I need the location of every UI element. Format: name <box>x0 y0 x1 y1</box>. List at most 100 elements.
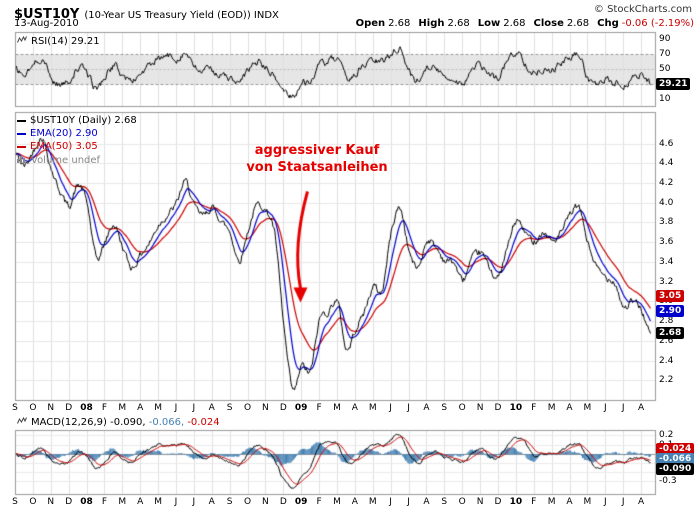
x-axis-label: N <box>262 497 269 507</box>
sparkline-icon <box>17 35 27 47</box>
x-axis-label: F <box>316 497 322 507</box>
last-value-badge: 2.90 <box>656 305 685 318</box>
x-axis-label: 10 <box>509 403 523 413</box>
quote-value: -0.06 (-2.19%) <box>621 18 694 29</box>
rsi-y-tick-label: 70 <box>659 49 671 60</box>
x-axis-label: D <box>279 497 287 507</box>
chart-subtitle: (10-Year US Treasury Yield (EOD)) INDX <box>84 10 279 21</box>
legend-item: EMA(20) 2.90 <box>17 128 137 140</box>
x-axis-label: N <box>47 403 55 413</box>
quote-row: Open 2.68 High 2.68 Low 2.68 Close 2.68 Chg -0.06… <box>348 18 694 29</box>
x-axis-label: A <box>137 497 144 507</box>
x-axis-label: F <box>101 497 108 507</box>
price-y-tick-label: 3.2 <box>659 276 674 287</box>
x-axis-label: M <box>154 403 162 413</box>
x-axis-label: J <box>621 403 625 413</box>
x-axis-label: D <box>279 403 287 413</box>
x-axis-label: O <box>243 497 252 507</box>
quote-label: Chg <box>597 18 619 29</box>
legend-item: $UST10Y (Daily) 2.68 <box>17 115 137 127</box>
x-axis-label: N <box>476 403 484 413</box>
price-y-tick-label: 4.6 <box>659 138 674 149</box>
x-axis-label: A <box>566 403 573 413</box>
x-axis-label: M <box>547 497 556 507</box>
x-axis-label: J <box>621 497 625 507</box>
x-axis-label: A <box>351 403 358 413</box>
x-axis-label: S <box>226 497 233 507</box>
sparkline-icon <box>17 416 27 428</box>
quote-value: 2.68 <box>566 18 590 29</box>
rsi-y-tick-label: 50 <box>659 64 671 74</box>
x-axis-label: J <box>407 403 410 413</box>
x-axis-label: N <box>476 497 484 507</box>
price-y-tick-label: 3.6 <box>659 237 674 248</box>
x-axis-label: M <box>333 497 341 507</box>
price-y-tick-label: 4.4 <box>659 158 674 169</box>
x-axis-label: J <box>389 403 392 413</box>
macd-label-part: -0.024 <box>187 416 220 428</box>
annotation-text: aggressiver Kauf von Staatsanleihen <box>226 142 408 176</box>
last-value-badge: 29.21 <box>656 78 691 91</box>
x-axis-label: J <box>174 497 178 507</box>
quote-label: Open <box>355 18 386 29</box>
annotation-line2: von Staatsanleihen <box>246 160 388 175</box>
x-axis-label: A <box>637 497 645 507</box>
macd-label-part: -0.090, <box>110 416 149 428</box>
x-axis-label: A <box>423 403 430 413</box>
price-y-tick-label: 3.8 <box>659 217 674 228</box>
x-axis-label: O <box>458 403 466 413</box>
quote-label: Low <box>477 18 501 29</box>
legend-item: EMA(50) 3.05 <box>17 141 137 153</box>
annotation-line1: aggressiver Kauf <box>254 143 380 158</box>
macd-y-tick-label: -0.3 <box>659 476 677 487</box>
x-axis-label: S <box>12 497 18 507</box>
macd-label-row: MACD(12,26,9) -0.090, -0.066, -0.024 <box>17 416 220 428</box>
x-axis-label: A <box>208 403 215 413</box>
x-axis-label: J <box>192 497 196 507</box>
main-legend: $UST10Y (Daily) 2.68 EMA(20) 2.90 EMA(50) … <box>17 115 137 167</box>
x-axis-label: 09 <box>294 497 308 507</box>
x-axis-label: M <box>583 497 592 507</box>
rsi-y-tick-label: 90 <box>659 34 671 45</box>
x-axis-label: M <box>368 497 377 507</box>
x-axis-label: A <box>566 497 573 507</box>
rsi-y-tick-label: 10 <box>659 93 671 104</box>
rsi-label: RSI(14) 29.21 <box>31 35 100 47</box>
x-axis-label: F <box>316 403 322 413</box>
x-axis-label: S <box>441 403 448 413</box>
price-y-tick-label: 2.4 <box>659 355 674 366</box>
x-axis-label: O <box>458 497 466 507</box>
symbol: $UST10Y <box>14 7 80 22</box>
macd-label: MACD(12,26,9) -0.090, -0.066, -0.024 <box>31 417 220 428</box>
rsi-label-row: RSI(14) 29.21 <box>17 35 100 47</box>
legend-label: EMA(20) 2.90 <box>30 128 98 139</box>
x-axis-label: 10 <box>509 497 523 507</box>
x-axis-label: M <box>333 403 341 413</box>
x-axis-label: J <box>407 497 410 507</box>
last-value-badge: -0.024 <box>656 442 695 455</box>
x-axis-label: S <box>226 403 233 413</box>
chart-date: 13-Aug-2010 <box>14 18 79 29</box>
chart-title-row: $UST10Y (10-Year US Treasury Yield (EOD))… <box>14 3 279 22</box>
x-axis-label: A <box>137 403 144 413</box>
x-axis-label: F <box>531 497 537 507</box>
price-y-tick-label: 4.2 <box>659 178 674 188</box>
last-value-badge: -0.090 <box>656 462 695 475</box>
x-axis-label: 08 <box>80 497 93 507</box>
x-axis-label: J <box>389 497 392 507</box>
x-axis-label: J <box>174 403 178 413</box>
quote-value: 2.68 <box>503 18 526 29</box>
x-axis-label: 09 <box>294 403 308 413</box>
x-axis-label: J <box>603 403 607 413</box>
last-value-badge: 2.68 <box>656 326 685 339</box>
x-axis-label: M <box>118 497 127 507</box>
quote-label: Close <box>533 18 564 29</box>
x-axis-label: O <box>29 497 37 507</box>
x-axis-label: M <box>118 403 127 413</box>
x-axis-label: J <box>603 497 607 507</box>
legend-item: Volume undef <box>17 154 137 167</box>
x-axis-label: M <box>547 403 556 413</box>
legend-label: Volume undef <box>31 154 101 166</box>
price-y-tick-label: 2.6 <box>659 335 674 346</box>
